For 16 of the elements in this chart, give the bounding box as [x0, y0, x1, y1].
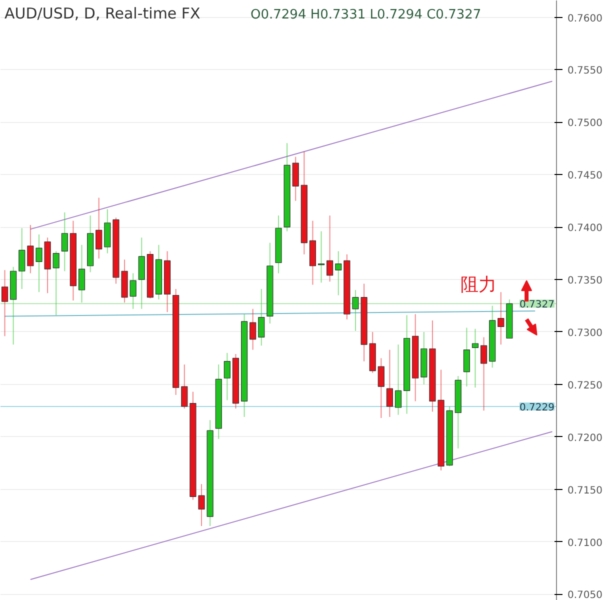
y-tick-label: 0.7100	[568, 538, 602, 549]
text: O0.7294 H0.7331 L0.7294 C0.7327	[250, 8, 482, 22]
y-tick-label: 0.7400	[568, 223, 602, 234]
y-tick-label: 0.7300	[568, 328, 602, 339]
ref-line-label: 0.7327	[520, 300, 555, 311]
y-tick-label: 0.7050	[568, 590, 602, 600]
y-tick-label: 0.7150	[568, 485, 602, 496]
y-tick-label: 0.7350	[568, 276, 602, 287]
annotation: 阻力	[460, 274, 497, 296]
y-tick-label: 0.7550	[568, 66, 602, 77]
chart-title: AUD/USD, D, Real-time FX	[4, 4, 200, 22]
y-tick-label: 0.7500	[568, 118, 602, 130]
y-tick-label: 0.7600	[568, 13, 602, 24]
y-tick-label: 0.7200	[568, 432, 602, 444]
y-tick-label: 0.7450	[568, 170, 602, 182]
y-tick-label: 0.7250	[568, 380, 602, 392]
